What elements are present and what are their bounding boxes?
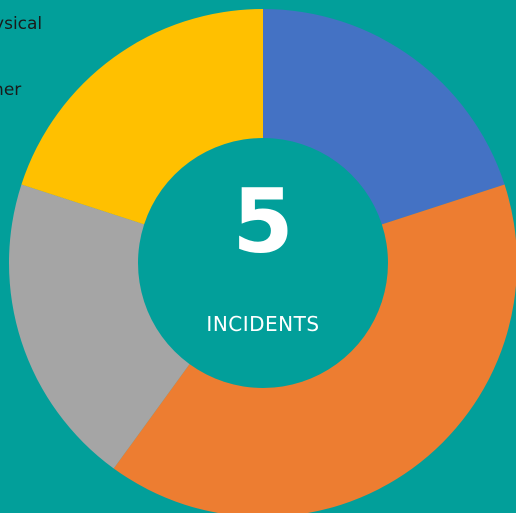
donut-slice-1 (263, 9, 505, 225)
donut-slice-2 (113, 184, 516, 513)
legend-entry-other: Other (0, 80, 22, 100)
donut-center: 5 INCIDENTS (138, 136, 388, 386)
donut-slice-4 (21, 9, 264, 225)
chart-legend: Physical IS Other (0, 14, 42, 113)
incident-total: 5 (232, 170, 294, 273)
donut-slice-3 (9, 184, 190, 469)
incident-caption: INCIDENTS (206, 312, 320, 336)
legend-entry-physical: Physical (0, 14, 43, 34)
